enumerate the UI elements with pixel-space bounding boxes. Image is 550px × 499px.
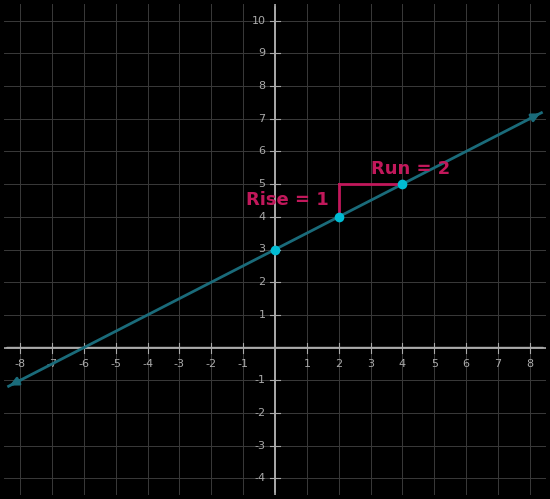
Text: 5: 5 (431, 359, 438, 369)
Text: -6: -6 (78, 359, 89, 369)
Text: 8: 8 (258, 81, 266, 91)
Text: -2: -2 (206, 359, 217, 369)
Text: 9: 9 (258, 48, 266, 58)
Text: 1: 1 (258, 310, 266, 320)
Text: -1: -1 (238, 359, 249, 369)
Text: -4: -4 (254, 474, 266, 484)
Text: -5: -5 (110, 359, 121, 369)
Text: 4: 4 (258, 212, 266, 222)
Text: Rise = 1: Rise = 1 (246, 192, 329, 210)
Text: 2: 2 (258, 277, 266, 287)
Text: 10: 10 (251, 15, 266, 25)
Text: -4: -4 (142, 359, 153, 369)
Text: -1: -1 (255, 375, 266, 385)
Text: 4: 4 (399, 359, 406, 369)
Text: 7: 7 (258, 114, 266, 124)
Text: 6: 6 (258, 146, 266, 156)
Text: 2: 2 (335, 359, 342, 369)
Text: 1: 1 (304, 359, 310, 369)
Text: 8: 8 (526, 359, 534, 369)
Text: -3: -3 (255, 441, 266, 451)
Text: -3: -3 (174, 359, 185, 369)
Text: 3: 3 (367, 359, 374, 369)
Text: 5: 5 (258, 179, 266, 189)
Text: -8: -8 (14, 359, 26, 369)
Text: 7: 7 (494, 359, 502, 369)
Text: 6: 6 (463, 359, 470, 369)
Text: Run = 2: Run = 2 (371, 160, 450, 178)
Text: -7: -7 (46, 359, 58, 369)
Text: -2: -2 (254, 408, 266, 418)
Text: 3: 3 (258, 245, 266, 254)
